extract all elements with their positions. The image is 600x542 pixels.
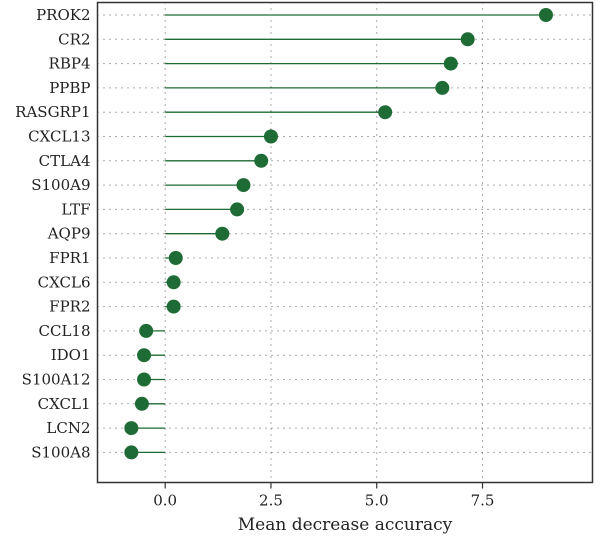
- y-tick-label: PPBP: [49, 79, 90, 97]
- y-tick-label: IDO1: [51, 346, 91, 364]
- lollipop-point: [230, 202, 245, 217]
- lollipop-point: [378, 105, 393, 120]
- lollipop-point: [443, 56, 458, 71]
- x-axis: 0.0 2.5 5.0 7.5: [153, 482, 495, 510]
- lollipop-point: [435, 80, 450, 95]
- y-tick-label: RASGRP1: [15, 103, 90, 121]
- lollipop-point: [236, 178, 251, 193]
- lollipop-point: [137, 372, 152, 387]
- lollipop-point: [254, 153, 269, 168]
- plot-frame: [96, 1, 594, 484]
- y-tick-label: FPR2: [49, 298, 90, 316]
- x-tick-label: 2.5: [259, 492, 283, 510]
- lollipop-point: [538, 8, 553, 22]
- lollipop-point: [137, 348, 152, 363]
- x-tick-label: 5.0: [365, 492, 389, 510]
- lollipop-point: [166, 275, 181, 290]
- y-tick-label: S100A12: [22, 371, 91, 389]
- lollipop-point: [166, 299, 181, 314]
- y-tick-label: CXCL1: [38, 395, 91, 413]
- y-tick-label: S100A9: [31, 176, 90, 194]
- y-tick-label: CCL18: [38, 322, 90, 340]
- y-tick-label: CXCL6: [38, 273, 91, 291]
- stems-layer: [131, 14, 546, 454]
- y-tick-label: CR2: [58, 30, 90, 48]
- points-layer: [124, 8, 553, 460]
- y-tick-label: LTF: [61, 200, 90, 218]
- y-tick-label: S100A8: [31, 443, 90, 461]
- lollipop-point: [139, 323, 154, 338]
- lollipop-point: [134, 396, 149, 411]
- x-tick-label: 0.0: [153, 492, 177, 510]
- y-tick-label: CTLA4: [39, 152, 91, 170]
- lollipop-point: [460, 32, 475, 47]
- lollipop-point: [168, 251, 183, 265]
- x-axis-title: Mean decrease accuracy: [238, 515, 453, 535]
- y-tick-label: CXCL13: [28, 128, 90, 146]
- lollipop-point: [124, 445, 139, 460]
- y-tick-label: RBP4: [49, 55, 91, 73]
- lollipop-point: [124, 421, 139, 436]
- y-tick-label: LCN2: [46, 419, 90, 437]
- y-tick-label: PROK2: [36, 6, 90, 24]
- y-tick-labels: PROK2 CR2 RBP4 PPBP RASGRP1 CXCL13 CTLA4 S100A9…: [15, 6, 90, 461]
- grid-layer: [97, 2, 593, 483]
- y-tick-label: AQP9: [47, 225, 91, 243]
- x-tick-label: 7.5: [471, 492, 495, 510]
- lollipop-point: [215, 226, 230, 241]
- y-tick-label: FPR1: [49, 249, 90, 267]
- lollipop-point: [263, 129, 278, 144]
